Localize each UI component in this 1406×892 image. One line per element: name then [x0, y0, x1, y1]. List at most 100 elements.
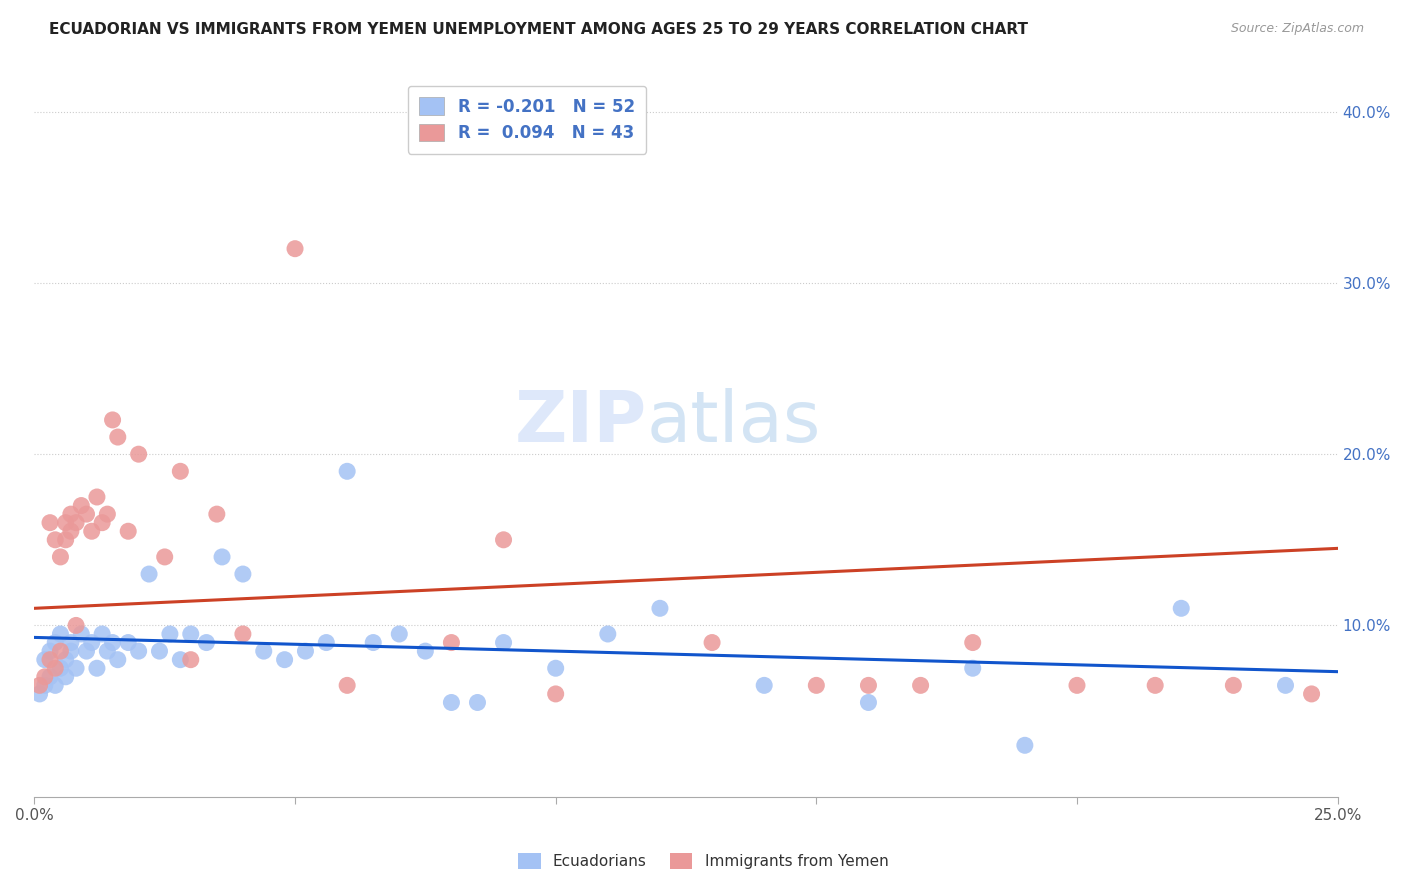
Point — [96, 507, 118, 521]
Point — [138, 567, 160, 582]
Point — [96, 644, 118, 658]
Point — [44, 678, 66, 692]
Point — [492, 635, 515, 649]
Point — [962, 661, 984, 675]
Point — [284, 242, 307, 256]
Point — [70, 499, 93, 513]
Point — [39, 644, 62, 658]
Point — [180, 653, 202, 667]
Point — [39, 653, 62, 667]
Point — [44, 533, 66, 547]
Point — [232, 567, 254, 582]
Legend: Ecuadorians, Immigrants from Yemen: Ecuadorians, Immigrants from Yemen — [512, 847, 894, 875]
Point — [806, 678, 828, 692]
Point — [117, 524, 139, 539]
Point — [910, 678, 932, 692]
Point — [211, 549, 233, 564]
Point — [44, 661, 66, 675]
Point — [754, 678, 776, 692]
Point — [440, 696, 463, 710]
Text: Source: ZipAtlas.com: Source: ZipAtlas.com — [1230, 22, 1364, 36]
Point — [34, 653, 56, 667]
Point — [55, 653, 77, 667]
Point — [440, 635, 463, 649]
Point — [253, 644, 276, 658]
Point — [101, 635, 124, 649]
Text: ECUADORIAN VS IMMIGRANTS FROM YEMEN UNEMPLOYMENT AMONG AGES 25 TO 29 YEARS CORRE: ECUADORIAN VS IMMIGRANTS FROM YEMEN UNEM… — [49, 22, 1028, 37]
Point — [858, 678, 880, 692]
Point — [315, 635, 337, 649]
Point — [55, 533, 77, 547]
Point — [34, 678, 56, 692]
Point — [232, 627, 254, 641]
Point — [39, 670, 62, 684]
Point — [1170, 601, 1192, 615]
Point — [148, 644, 170, 658]
Point — [195, 635, 218, 649]
Point — [128, 644, 150, 658]
Point — [544, 661, 567, 675]
Point — [80, 635, 103, 649]
Point — [44, 635, 66, 649]
Point — [273, 653, 295, 667]
Point — [65, 618, 87, 632]
Point — [59, 507, 82, 521]
Text: atlas: atlas — [647, 388, 821, 458]
Point — [415, 644, 437, 658]
Point — [59, 635, 82, 649]
Point — [648, 601, 671, 615]
Point — [91, 627, 114, 641]
Point — [86, 661, 108, 675]
Point — [180, 627, 202, 641]
Point — [65, 661, 87, 675]
Point — [49, 627, 72, 641]
Point — [467, 696, 489, 710]
Point — [294, 644, 316, 658]
Point — [49, 549, 72, 564]
Point — [70, 627, 93, 641]
Point — [80, 524, 103, 539]
Point — [39, 516, 62, 530]
Point — [55, 670, 77, 684]
Point — [596, 627, 619, 641]
Point — [159, 627, 181, 641]
Point — [336, 678, 359, 692]
Point — [107, 430, 129, 444]
Point — [76, 507, 98, 521]
Point — [59, 644, 82, 658]
Point — [34, 670, 56, 684]
Text: ZIP: ZIP — [515, 388, 647, 458]
Point — [492, 533, 515, 547]
Point — [153, 549, 176, 564]
Point — [28, 687, 51, 701]
Point — [1222, 678, 1244, 692]
Point — [962, 635, 984, 649]
Point — [55, 516, 77, 530]
Point — [49, 644, 72, 658]
Point — [128, 447, 150, 461]
Point — [65, 516, 87, 530]
Point — [1274, 678, 1296, 692]
Legend: R = -0.201   N = 52, R =  0.094   N = 43: R = -0.201 N = 52, R = 0.094 N = 43 — [408, 86, 647, 153]
Point — [91, 516, 114, 530]
Point — [1066, 678, 1088, 692]
Point — [205, 507, 228, 521]
Point — [1144, 678, 1167, 692]
Point — [169, 653, 191, 667]
Point — [336, 464, 359, 478]
Point — [700, 635, 723, 649]
Point — [86, 490, 108, 504]
Point — [858, 696, 880, 710]
Point — [544, 687, 567, 701]
Point — [107, 653, 129, 667]
Point — [388, 627, 411, 641]
Point — [101, 413, 124, 427]
Point — [76, 644, 98, 658]
Point — [1014, 739, 1036, 753]
Point — [49, 661, 72, 675]
Point — [1301, 687, 1323, 701]
Point — [28, 678, 51, 692]
Point — [59, 524, 82, 539]
Point — [169, 464, 191, 478]
Point — [361, 635, 384, 649]
